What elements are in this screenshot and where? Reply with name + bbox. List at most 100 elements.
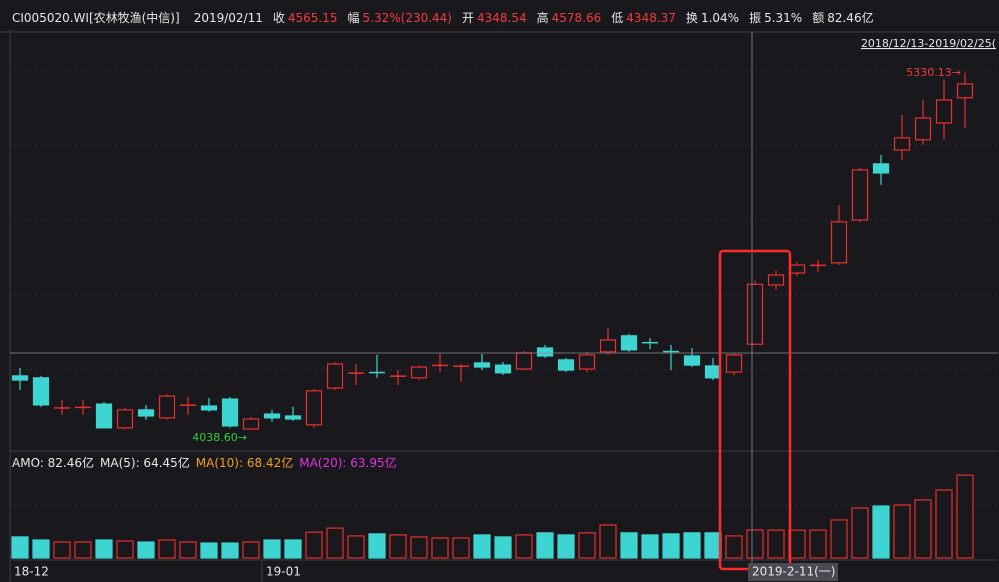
- volume-bar: [368, 533, 386, 559]
- field-value: 1.04%: [701, 11, 739, 25]
- volume-bar: [641, 534, 659, 559]
- volume-bar: [599, 524, 617, 559]
- date: 2019/02/11: [194, 11, 263, 25]
- candle-body: [326, 363, 344, 389]
- candle-body: [725, 354, 743, 373]
- field-value: 4578.66: [552, 11, 602, 25]
- volume-bar: [578, 532, 596, 559]
- legend-entry: MA(10): 68.42亿: [196, 455, 293, 470]
- candle-body: [956, 83, 974, 99]
- field-key: 幅: [348, 10, 360, 25]
- candle-body: [410, 366, 428, 379]
- x-tick-label: 18-12: [14, 565, 49, 579]
- field-value: 5.31%: [764, 11, 802, 25]
- volume-bar: [95, 539, 113, 559]
- min-label: 4038.60→: [192, 431, 247, 444]
- volume-bar: [725, 535, 743, 559]
- volume-bar: [746, 529, 764, 559]
- volume-bar: [263, 539, 281, 559]
- volume-bar: [515, 534, 533, 559]
- volume-bar: [935, 489, 953, 559]
- candle-body: [767, 274, 785, 286]
- field-key: 收: [273, 11, 285, 25]
- candle-body: [599, 339, 617, 353]
- candle-body: [305, 390, 323, 426]
- volume-bar: [830, 519, 848, 559]
- candle-body: [11, 375, 29, 381]
- max-label: 5330.13→: [906, 66, 961, 79]
- volume-bar: [557, 534, 575, 559]
- field-key: 开: [462, 11, 474, 25]
- volume-bar: [788, 529, 806, 559]
- candle-body: [32, 377, 50, 406]
- volume-bar: [473, 534, 491, 559]
- date-range: 2018/12/13-2019/02/25(: [861, 37, 996, 50]
- field-value: 5.32%(230.44): [363, 11, 452, 25]
- field-key: 低: [611, 11, 623, 25]
- cursor-label-bg: [748, 563, 838, 581]
- candle-body: [221, 398, 239, 427]
- candle-body: [788, 264, 806, 274]
- volume-legend: AMO: 82.46亿 MA(5): 64.45亿 MA(10): 68.42亿 MA…: [12, 455, 397, 470]
- volume-bar: [32, 539, 50, 559]
- volume-bar: [494, 536, 512, 559]
- volume-bar: [662, 533, 680, 559]
- volume-bar: [116, 540, 134, 559]
- candle-body: [683, 355, 701, 366]
- volume-bar: [893, 504, 911, 559]
- legend-entry: AMO: 82.46亿: [12, 455, 94, 470]
- candle-body: [851, 169, 869, 221]
- volume-bar: [179, 541, 197, 559]
- field-key: 额: [812, 11, 824, 25]
- volume-bar: [452, 537, 470, 559]
- volume-bar: [221, 542, 239, 559]
- volume-bar: [305, 531, 323, 559]
- code: CI005020.WI[农林牧渔(中信)]: [12, 10, 180, 25]
- volume-bar: [158, 539, 176, 559]
- legend-entry: MA(5): 64.45亿: [100, 455, 190, 470]
- candle-body: [536, 347, 554, 357]
- volume-bar: [326, 527, 344, 559]
- candle-body: [95, 403, 113, 429]
- volume-bar: [872, 505, 890, 559]
- candle-body: [914, 117, 932, 141]
- candle-body: [578, 354, 596, 370]
- candle-body: [893, 137, 911, 151]
- header: CI005020.WI[农林牧渔(中信)] 2019/02/11 收 4565.15 幅…: [12, 10, 874, 25]
- field-value: 82.46亿: [827, 10, 873, 25]
- candle-body: [746, 283, 764, 345]
- field-key: 振: [749, 11, 761, 25]
- volume-bar: [851, 507, 869, 559]
- candle-body: [935, 99, 953, 124]
- candle-body: [557, 359, 575, 371]
- volume-bar: [809, 529, 827, 559]
- candle-body: [704, 365, 722, 379]
- volume-bar: [284, 539, 302, 559]
- candle-body: [872, 163, 890, 174]
- volume-bar: [242, 541, 260, 559]
- legend-entry: MA(20): 63.95亿: [299, 455, 396, 470]
- volume-bar: [914, 499, 932, 559]
- volume-bar: [389, 534, 407, 559]
- volume-bar: [683, 532, 701, 559]
- field-value: 4565.15: [288, 11, 338, 25]
- candle-body: [158, 395, 176, 419]
- volume-bar: [431, 537, 449, 559]
- volume-bar: [53, 541, 71, 559]
- volume-bar: [536, 532, 554, 559]
- field-value: 4348.37: [626, 11, 676, 25]
- candle-body: [494, 364, 512, 374]
- volume-bar: [200, 542, 218, 559]
- x-tick-label: 19-01: [266, 565, 301, 579]
- field-value: 4348.54: [477, 11, 527, 25]
- candle-body: [284, 415, 302, 420]
- volume-bar: [767, 529, 785, 559]
- candle-body: [200, 405, 218, 411]
- volume-bar: [11, 536, 29, 559]
- field-key: 换: [686, 11, 698, 25]
- volume-bar: [956, 474, 974, 559]
- candle-body: [137, 409, 155, 417]
- volume-bar: [74, 541, 92, 559]
